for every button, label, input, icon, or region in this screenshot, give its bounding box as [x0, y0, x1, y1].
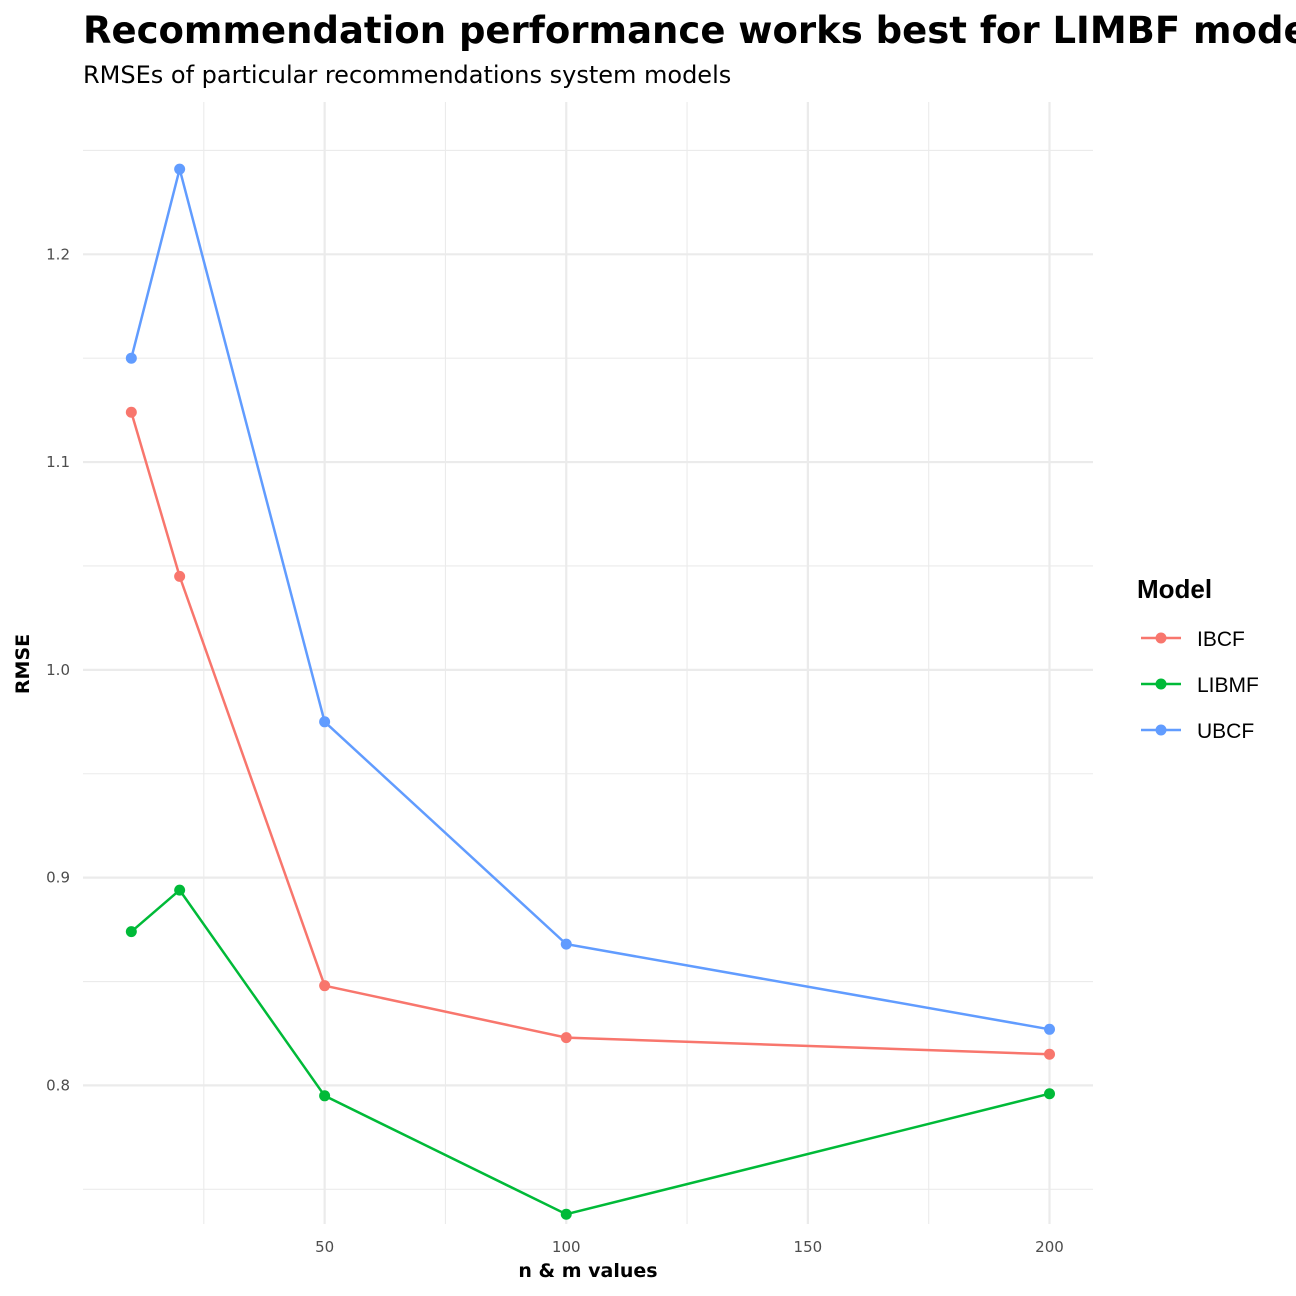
legend-key-ibcf: IBCF: [1141, 628, 1245, 651]
data-point-ibcf: [319, 980, 331, 992]
data-point-ibcf: [1044, 1048, 1056, 1060]
major-gridlines: [83, 102, 1093, 1224]
data-point-libmf: [319, 1090, 331, 1102]
series-line-libmf: [130, 888, 1050, 1216]
y-tick-label: 1.2: [46, 245, 70, 263]
chart-title: Recommendation performance works best fo…: [83, 9, 1296, 52]
legend: Model IBCF LIBMF UBCF: [1137, 574, 1259, 743]
legend-swatch-point: [1155, 724, 1167, 736]
data-point-ubcf: [125, 352, 137, 364]
x-axis-title: n & m values: [518, 1260, 657, 1282]
legend-swatch-point: [1155, 678, 1167, 690]
legend-key-ubcf: UBCF: [1141, 720, 1254, 743]
legend-label: LIBMF: [1197, 674, 1259, 697]
data-point-libmf: [125, 926, 137, 938]
data-point-ibcf: [174, 570, 186, 582]
x-axis-tick-labels: 50 100 150 200: [315, 1238, 1064, 1256]
x-tick-label: 100: [552, 1238, 581, 1256]
x-tick-label: 200: [1035, 1238, 1064, 1256]
x-tick-label: 50: [315, 1238, 334, 1256]
legend-title: Model: [1137, 574, 1212, 604]
data-point-ubcf: [1044, 1023, 1056, 1035]
x-tick-label: 150: [794, 1238, 823, 1256]
data-point-libmf: [174, 884, 186, 896]
y-tick-label: 0.9: [46, 869, 70, 887]
minor-gridlines: [83, 102, 1093, 1224]
data-point-ubcf: [319, 716, 331, 728]
y-tick-label: 1.1: [46, 453, 70, 471]
data-point-libmf: [1044, 1088, 1056, 1100]
series-line-ubcf: [130, 164, 1050, 1031]
series-layer: [125, 163, 1056, 1220]
y-tick-label: 1.0: [46, 661, 70, 679]
chart-subtitle: RMSEs of particular recommendations syst…: [83, 61, 731, 89]
legend-key-libmf: LIBMF: [1141, 674, 1259, 697]
y-axis-title: RMSE: [12, 634, 34, 694]
data-point-ubcf: [560, 938, 572, 950]
y-tick-label: 0.8: [46, 1076, 70, 1094]
data-point-ibcf: [125, 406, 137, 418]
legend-label: IBCF: [1197, 628, 1245, 651]
data-point-ubcf: [174, 163, 186, 175]
y-axis-tick-labels: 0.8 0.9 1.0 1.1 1.2: [46, 245, 70, 1094]
data-point-ibcf: [560, 1032, 572, 1044]
legend-swatch-point: [1155, 632, 1167, 644]
legend-label: UBCF: [1197, 720, 1254, 743]
data-point-libmf: [560, 1208, 572, 1220]
